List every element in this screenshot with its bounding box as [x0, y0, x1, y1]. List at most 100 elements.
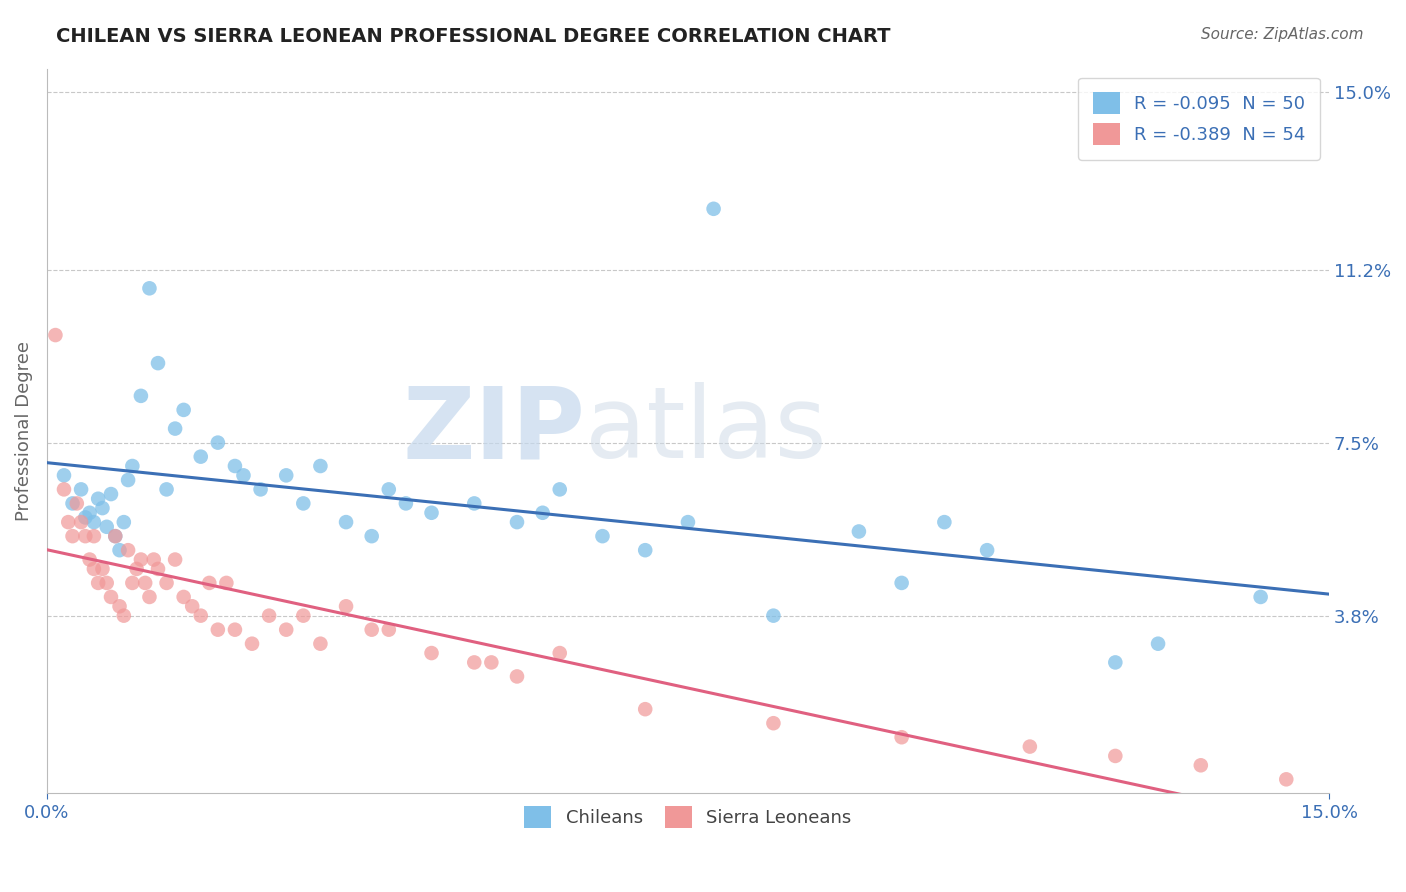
Text: atlas: atlas: [585, 383, 827, 479]
Point: [1189, 758, 1212, 772]
Point: [138, 281, 160, 295]
Text: ZIP: ZIP: [402, 383, 585, 479]
Point: [165, 552, 187, 566]
Point: [309, 458, 332, 473]
Point: [224, 458, 246, 473]
Point: [70, 483, 93, 497]
Point: [249, 483, 271, 497]
Point: [91, 562, 114, 576]
Point: [173, 403, 195, 417]
Point: [506, 669, 529, 683]
Point: [165, 421, 187, 435]
Point: [138, 590, 160, 604]
Point: [129, 552, 152, 566]
Point: [108, 543, 131, 558]
Point: [117, 543, 139, 558]
Point: [890, 730, 912, 744]
Point: [129, 389, 152, 403]
Point: [83, 562, 105, 576]
Point: [506, 515, 529, 529]
Point: [190, 608, 212, 623]
Point: [100, 590, 122, 604]
Point: [79, 506, 101, 520]
Point: [634, 702, 657, 716]
Point: [420, 506, 443, 520]
Y-axis label: Professional Degree: Professional Degree: [15, 341, 32, 521]
Text: CHILEAN VS SIERRA LEONEAN PROFESSIONAL DEGREE CORRELATION CHART: CHILEAN VS SIERRA LEONEAN PROFESSIONAL D…: [56, 27, 891, 45]
Point: [75, 510, 97, 524]
Point: [70, 515, 93, 529]
Point: [335, 599, 357, 614]
Point: [548, 483, 571, 497]
Point: [75, 529, 97, 543]
Point: [335, 515, 357, 529]
Point: [1104, 656, 1126, 670]
Point: [104, 529, 127, 543]
Point: [66, 496, 89, 510]
Point: [62, 529, 84, 543]
Point: [87, 575, 110, 590]
Point: [224, 623, 246, 637]
Point: [104, 529, 127, 543]
Point: [309, 637, 332, 651]
Point: [276, 623, 298, 637]
Point: [125, 562, 148, 576]
Point: [276, 468, 298, 483]
Text: Source: ZipAtlas.com: Source: ZipAtlas.com: [1201, 27, 1364, 42]
Point: [79, 552, 101, 566]
Point: [146, 562, 169, 576]
Point: [762, 608, 785, 623]
Point: [1018, 739, 1040, 754]
Point: [83, 515, 105, 529]
Point: [155, 575, 177, 590]
Point: [292, 496, 315, 510]
Point: [292, 608, 315, 623]
Point: [215, 575, 238, 590]
Point: [703, 202, 725, 216]
Point: [378, 623, 401, 637]
Point: [146, 356, 169, 370]
Point: [463, 496, 485, 510]
Point: [360, 623, 382, 637]
Point: [378, 483, 401, 497]
Point: [121, 575, 143, 590]
Point: [62, 496, 84, 510]
Point: [1147, 637, 1170, 651]
Point: [592, 529, 614, 543]
Point: [134, 575, 156, 590]
Point: [87, 491, 110, 506]
Point: [890, 575, 912, 590]
Point: [207, 623, 229, 637]
Point: [142, 552, 165, 566]
Point: [762, 716, 785, 731]
Point: [976, 543, 998, 558]
Point: [240, 637, 263, 651]
Point: [257, 608, 280, 623]
Point: [91, 501, 114, 516]
Point: [360, 529, 382, 543]
Point: [207, 435, 229, 450]
Point: [548, 646, 571, 660]
Point: [108, 599, 131, 614]
Point: [96, 575, 118, 590]
Point: [395, 496, 418, 510]
Point: [83, 529, 105, 543]
Point: [479, 656, 502, 670]
Point: [44, 328, 66, 343]
Point: [96, 520, 118, 534]
Legend: Chileans, Sierra Leoneans: Chileans, Sierra Leoneans: [517, 798, 859, 835]
Point: [173, 590, 195, 604]
Point: [53, 468, 76, 483]
Point: [634, 543, 657, 558]
Point: [848, 524, 870, 539]
Point: [117, 473, 139, 487]
Point: [1275, 772, 1298, 787]
Point: [53, 483, 76, 497]
Point: [181, 599, 204, 614]
Point: [112, 515, 135, 529]
Point: [531, 506, 554, 520]
Point: [676, 515, 699, 529]
Point: [121, 458, 143, 473]
Point: [58, 515, 80, 529]
Point: [232, 468, 254, 483]
